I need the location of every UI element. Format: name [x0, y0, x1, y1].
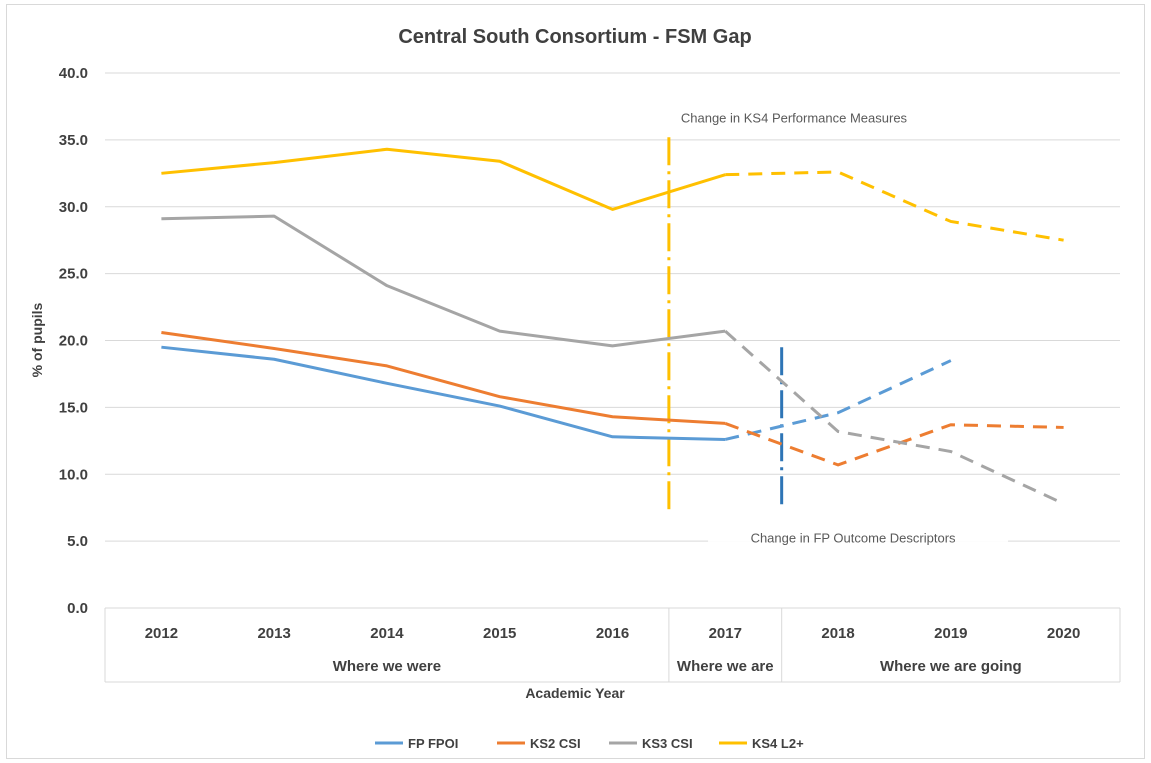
x-tick-label: 2019 — [934, 625, 967, 642]
y-tick-labels: 0.0 5.0 10.0 15.0 20.0 25.0 30.0 35.0 40.0 — [59, 65, 88, 617]
y-tick-label: 15.0 — [59, 399, 88, 416]
x-tick-label: 2015 — [483, 625, 516, 642]
x-group-label: Where we are going — [880, 658, 1022, 675]
x-tick-label: 2012 — [145, 625, 178, 642]
x-tick-label: 2017 — [709, 625, 742, 642]
annotation-markers — [667, 137, 784, 512]
x-group-label: Where we are — [677, 658, 774, 675]
x-tick-label: 2016 — [596, 625, 629, 642]
y-tick-label: 0.0 — [67, 600, 88, 617]
legend-label-ks3-csi: KS3 CSI — [642, 736, 693, 751]
ks4-change-annotation: Change in KS4 Performance Measures — [681, 110, 908, 125]
y-tick-label: 25.0 — [59, 266, 88, 283]
x-tick-label: 2018 — [821, 625, 854, 642]
series-ks3-csi-projected — [724, 330, 1065, 506]
series-ks4-l2--actual — [161, 147, 726, 211]
series-ks4-l2--projected — [725, 170, 1064, 242]
chart-border — [6, 4, 1145, 759]
legend-label-ks2-csi: KS2 CSI — [530, 736, 581, 751]
annotations: Change in KS4 Performance Measures Change… — [681, 110, 1009, 545]
chart-title: Central South Consortium - FSM Gap — [398, 26, 751, 48]
x-tick-label: 2014 — [370, 625, 404, 642]
fp-change-annotation: Change in FP Outcome Descriptors — [751, 530, 956, 545]
y-tick-label: 20.0 — [59, 333, 88, 350]
y-tick-label: 40.0 — [59, 65, 88, 82]
legend: FP FPOI KS2 CSI KS3 CSI KS4 L2+ — [375, 736, 804, 751]
y-tick-label: 35.0 — [59, 132, 88, 149]
series-ks2-csi-actual — [161, 330, 726, 425]
series-fp-fpoi-projected — [724, 359, 952, 441]
category-axis: 2012 2013 2014 2015 2016 2017 2018 2019 2020 Wher… — [104, 608, 1121, 683]
legend-label-fp-fpoi: FP FPOI — [408, 736, 458, 751]
x-group-label: Where we were — [333, 658, 441, 675]
x-axis-title: Academic Year — [525, 685, 625, 701]
series-ks3-csi-actual — [161, 214, 726, 348]
y-tick-label: 5.0 — [67, 533, 88, 550]
fp-annotation-background — [708, 519, 1009, 542]
y-tick-label: 30.0 — [59, 199, 88, 216]
x-tick-label: 2013 — [257, 625, 290, 642]
x-tick-label: 2020 — [1047, 625, 1080, 642]
y-tick-label: 10.0 — [59, 466, 88, 483]
series-ks2-csi-projected — [724, 422, 1064, 467]
series-lines — [161, 147, 1065, 506]
legend-label-ks4-l2-: KS4 L2+ — [752, 736, 804, 751]
y-axis-title: % of pupils — [29, 302, 45, 377]
series-fp-fpoi-actual — [161, 345, 726, 441]
